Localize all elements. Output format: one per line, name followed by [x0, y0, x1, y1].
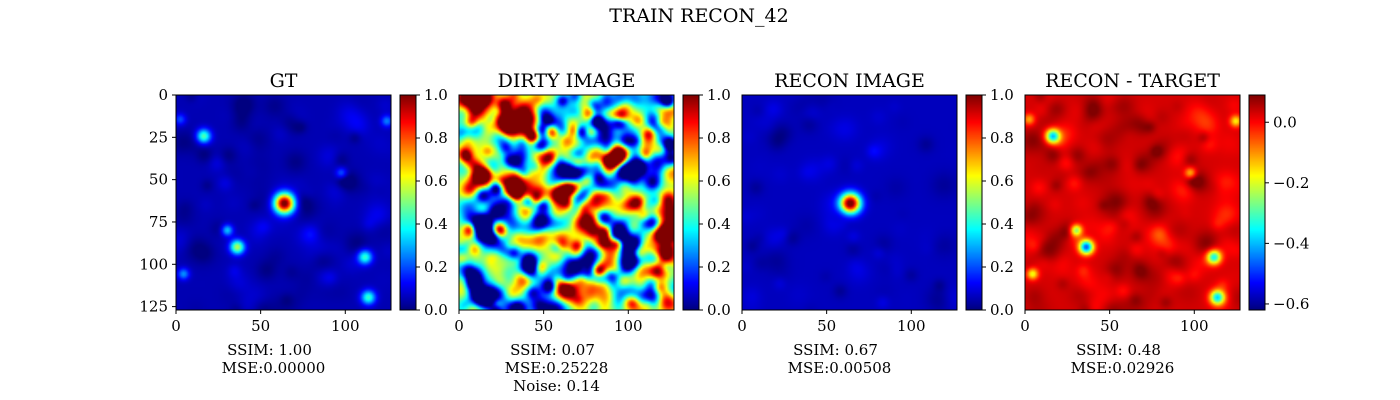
panel-1-ytick-label: 100 [139, 255, 168, 273]
panel-4-caption-line: SSIM: 0.48 [1076, 341, 1161, 359]
panel-2-frame [458, 94, 675, 311]
panel-2-colorbar-frame [682, 94, 700, 311]
panel-4-cbar-tick-label: 0.0 [1273, 113, 1297, 131]
panel-1-cbar-tick-label: 0.0 [424, 301, 448, 319]
panel-1-frame [175, 94, 392, 311]
panel-2-colorbar [683, 95, 699, 310]
panel-4-frame [1024, 94, 1241, 311]
panel-2-xtick-label: 50 [534, 317, 553, 335]
panel-1-ytick-label: 25 [149, 128, 168, 146]
panel-4-title: RECON - TARGET [1045, 70, 1220, 92]
panel-2-xtick-label: 0 [454, 317, 464, 335]
panel-3-cbar-tick-label: 0.8 [990, 129, 1014, 147]
panel-3-caption-line: MSE:0.00508 [788, 359, 892, 377]
panel-4-caption-line: MSE:0.02926 [1071, 359, 1175, 377]
panel-1-xtick-label: 50 [251, 317, 270, 335]
panel-1-colorbar [400, 95, 416, 310]
panel-2-caption-line: MSE:0.25228 [505, 359, 609, 377]
panel-3-xtick-label: 100 [897, 317, 926, 335]
panel-1-ytick-label: 0 [158, 86, 168, 104]
panel-1-cbar-tick-label: 0.8 [424, 129, 448, 147]
panel-4-colorbar-frame [1248, 94, 1266, 311]
panel-1-heatmap [176, 95, 391, 310]
panel-4-heatmap [1025, 95, 1240, 310]
panel-2-cbar-tick-label: 0.2 [707, 258, 731, 276]
panel-2-cbar-tick-label: 0.0 [707, 301, 731, 319]
panel-1-caption-line: SSIM: 1.00 [227, 341, 312, 359]
panel-2-xtick-label: 100 [614, 317, 643, 335]
panel-2-cbar-tick-label: 0.8 [707, 129, 731, 147]
panel-2-caption-line: SSIM: 0.07 [510, 341, 595, 359]
panel-2-cbar-tick-label: 1.0 [707, 86, 731, 104]
panel-3-xtick-label: 0 [737, 317, 747, 335]
panel-3-frame [741, 94, 958, 311]
panel-1-title: GT [270, 70, 298, 92]
panel-3-cbar-tick-label: 0.2 [990, 258, 1014, 276]
panel-3-caption-line: SSIM: 0.67 [793, 341, 878, 359]
panel-4-cbar-tick-label: −0.6 [1273, 295, 1309, 313]
panel-2-cbar-tick-label: 0.6 [707, 172, 731, 190]
panel-2-title: DIRTY IMAGE [498, 70, 636, 92]
panel-4-xtick-label: 100 [1180, 317, 1209, 335]
panel-3-cbar-tick-label: 0.4 [990, 215, 1014, 233]
panel-4-cbar-tick-label: −0.4 [1273, 234, 1309, 252]
panel-1-cbar-tick-label: 0.2 [424, 258, 448, 276]
panel-4-xtick-label: 0 [1020, 317, 1030, 335]
panel-3-cbar-tick-label: 1.0 [990, 86, 1014, 104]
panel-3-colorbar [966, 95, 982, 310]
panel-2-cbar-tick-label: 0.4 [707, 215, 731, 233]
panel-2-caption-line: Noise: 0.14 [513, 377, 600, 395]
panel-3-heatmap [742, 95, 957, 310]
panel-1-ytick-label: 125 [139, 298, 168, 316]
panel-2-heatmap [459, 95, 674, 310]
panel-1-xtick-label: 0 [171, 317, 181, 335]
panel-4-xtick-label: 50 [1100, 317, 1119, 335]
panel-3-cbar-tick-label: 0.6 [990, 172, 1014, 190]
panel-1-ytick-label: 50 [149, 171, 168, 189]
panel-1-colorbar-frame [399, 94, 417, 311]
panel-4-colorbar [1249, 95, 1265, 310]
panel-1-cbar-tick-label: 0.6 [424, 172, 448, 190]
panel-3-xtick-label: 50 [817, 317, 836, 335]
panel-3-cbar-tick-label: 0.0 [990, 301, 1014, 319]
panel-1-cbar-tick-label: 0.4 [424, 215, 448, 233]
panel-1-caption-line: MSE:0.00000 [222, 359, 326, 377]
panel-1-xtick-label: 100 [331, 317, 360, 335]
panel-1-cbar-tick-label: 1.0 [424, 86, 448, 104]
figure-suptitle: TRAIN RECON_42 [609, 5, 788, 27]
panel-1-ytick-label: 75 [149, 213, 168, 231]
panel-4-cbar-tick-label: −0.2 [1273, 174, 1309, 192]
panel-3-colorbar-frame [965, 94, 983, 311]
panel-3-title: RECON IMAGE [774, 70, 925, 92]
